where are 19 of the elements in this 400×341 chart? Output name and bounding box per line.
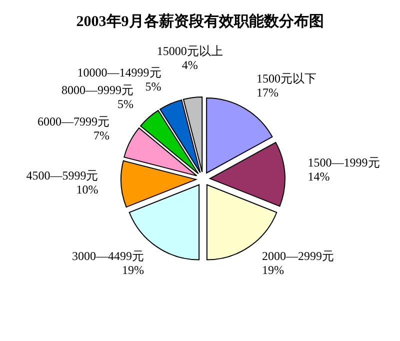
data-label: 19%	[262, 262, 284, 277]
data-label: 17%	[256, 86, 278, 100]
data-label: 4%	[182, 58, 198, 72]
data-label: 14%	[308, 169, 330, 184]
slice-label: 3000—4499元	[72, 248, 144, 263]
slice-label: 15000元以上	[156, 44, 223, 58]
data-label: 19%	[122, 262, 144, 277]
chart-title: 2003年9月各薪资段有效职能数分布图	[75, 12, 325, 32]
slice-label: 6000—7999元	[37, 114, 110, 128]
slice-label: 1500—1999元	[308, 155, 380, 170]
slice-label: 2000—2999元	[262, 248, 334, 263]
slice-label: 10000—14999元	[77, 66, 162, 80]
data-label: 5%	[145, 80, 162, 94]
data-label: 10%	[76, 182, 98, 197]
data-label: 7%	[93, 128, 110, 142]
slice-label: 1500元以下	[256, 72, 316, 86]
data-label: 5%	[118, 97, 134, 112]
slice-label: 4500—5999元	[26, 168, 98, 183]
slice-label: 8000—9999元	[62, 83, 134, 98]
